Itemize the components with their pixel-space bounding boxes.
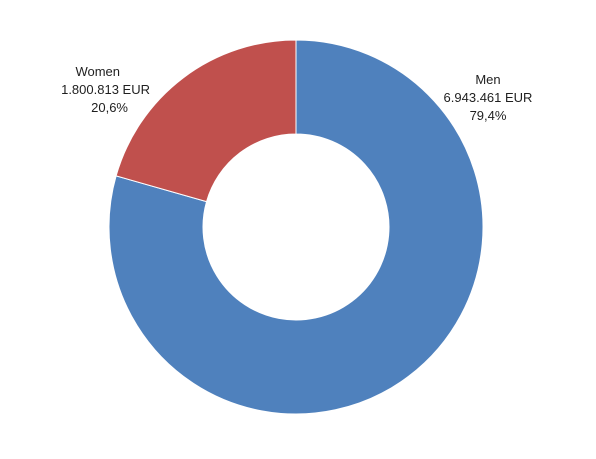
donut-slice-men	[108, 39, 484, 415]
slice-label-women-value: 1.800.813 EUR	[61, 82, 150, 97]
slice-label-men-name: Men	[475, 72, 500, 87]
slice-label-women-name: Women	[75, 64, 120, 79]
slice-label-men-value: 6.943.461 EUR	[444, 90, 533, 105]
donut-slices	[108, 39, 484, 415]
slice-label-women-percent: 20,6%	[91, 100, 128, 115]
slice-label-men-percent: 79,4%	[470, 108, 507, 123]
donut-slice-women	[115, 39, 297, 203]
